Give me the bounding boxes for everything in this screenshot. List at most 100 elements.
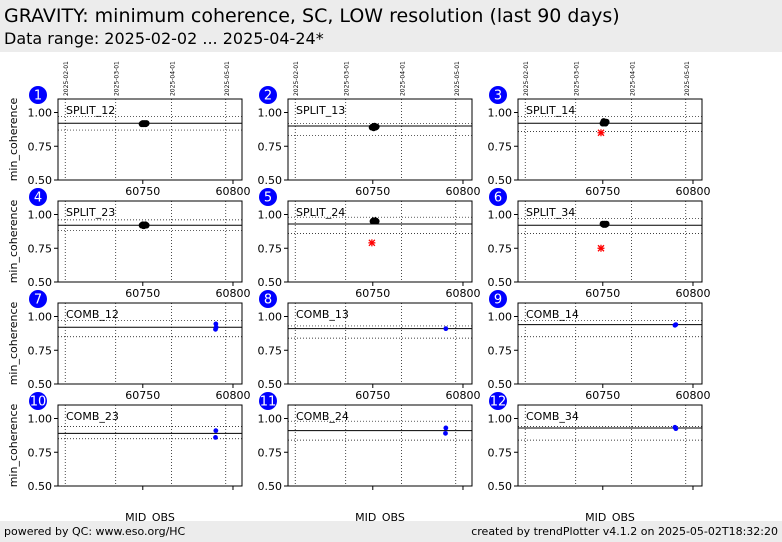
plot-frame: [517, 200, 703, 283]
panel-label: SPLIT_24: [296, 206, 345, 219]
black-data-point: [143, 120, 150, 127]
x-axis-label: MJD_OBS: [125, 511, 175, 524]
date-tick-label: 2025-05-01: [684, 61, 691, 96]
x-tick-label: 60750: [125, 185, 160, 198]
panel-comb-12: 0.50 0.75 1.00 60750 60800 COMB_12 7 min_cohere…: [7, 290, 250, 402]
y-tick-label: 1.00: [258, 107, 283, 120]
y-tick-label: 0.50: [28, 174, 53, 187]
panel-label: COMB_34: [526, 410, 579, 423]
x-tick-label: 60750: [355, 389, 390, 402]
plot-frame: [57, 98, 243, 181]
plot-frame: [287, 200, 473, 283]
y-tick-label: 0.75: [28, 242, 53, 255]
panel-label: COMB_12: [66, 308, 119, 321]
plot-frame: [287, 404, 473, 487]
y-tick-label: 1.00: [28, 311, 53, 324]
y-tick-label: 0.75: [258, 446, 283, 459]
plot-frame: [57, 302, 243, 385]
y-tick-label: 0.50: [488, 480, 513, 493]
y-tick-label: 0.75: [258, 344, 283, 357]
panel-split-14: 2025-02-01 2025-03-01 2025-04-01 2025-05-01…: [488, 61, 711, 198]
y-tick-label: 0.50: [258, 276, 283, 289]
blue-data-point: [213, 326, 218, 332]
panel-number: 8: [264, 293, 272, 308]
x-tick-label: 60750: [585, 389, 620, 402]
blue-data-point: [673, 322, 679, 327]
y-tick-label: 0.50: [28, 276, 53, 289]
date-tick-label: 2025-02-01: [63, 61, 70, 96]
date-tick-label: 2025-03-01: [114, 61, 121, 96]
plot-frame: [287, 98, 473, 181]
y-tick-label: 0.50: [488, 378, 513, 391]
y-tick-label: 0.50: [28, 378, 53, 391]
black-data-point: [373, 123, 380, 130]
panel-number: 10: [30, 395, 47, 410]
y-tick-label: 0.50: [258, 174, 283, 187]
y-tick-label: 1.00: [488, 107, 513, 120]
panel-label: SPLIT_14: [526, 104, 575, 117]
y-axis-label: min_coherence: [7, 199, 20, 283]
date-tick-label: 2025-03-01: [574, 61, 581, 96]
page-title: GRAVITY: minimum coherence, SC, LOW reso…: [4, 5, 620, 27]
panel-comb-23: 0.50 0.75 1.00 COMB_23 10 min_coherence MJD_OB…: [7, 392, 243, 524]
page-subtitle: Data range: 2025-02-02 ... 2025-04-24*: [4, 29, 324, 48]
y-tick-label: 1.00: [488, 209, 513, 222]
blue-data-point: [443, 425, 449, 431]
panel-split-23: 0.50 0.75 1.00 60750 60800 SPLIT_23 4 min_coher…: [7, 188, 250, 300]
date-tick-label: 2025-03-01: [344, 61, 351, 96]
panel-number: 2: [264, 89, 272, 104]
y-tick-label: 0.75: [258, 242, 283, 255]
x-tick-label: 60750: [585, 287, 620, 300]
y-tick-label: 1.00: [488, 413, 513, 426]
panel-number-badge: [259, 188, 277, 206]
date-tick-label: 2025-04-01: [630, 61, 637, 96]
panel-comb-14: 0.50 0.75 1.00 60750 60800 COMB_14 9: [488, 290, 710, 402]
blue-data-point: [443, 430, 448, 436]
panel-number: 1: [34, 89, 42, 104]
panel-number: 7: [34, 293, 42, 308]
plot-frame: [57, 404, 243, 487]
panel-split-34: 0.50 0.75 1.00 60750 60800 SPLIT_34 6: [488, 188, 710, 300]
panel-number: 9: [494, 293, 502, 308]
y-tick-label: 0.50: [28, 480, 53, 493]
y-tick-label: 1.00: [258, 413, 283, 426]
footer-bar: powered by QC: www.eso.org/HC created by…: [0, 521, 782, 542]
red-data-point: [597, 129, 605, 137]
red-data-point: [597, 244, 605, 252]
blue-data-point: [213, 428, 219, 434]
date-tick-label: 2025-02-01: [523, 61, 530, 96]
panel-number-badge: [489, 86, 507, 104]
y-axis-label: min_coherence: [7, 403, 20, 487]
y-tick-label: 0.75: [28, 446, 53, 459]
plot-frame: [517, 404, 703, 487]
y-tick-label: 0.75: [28, 140, 53, 153]
y-axis-label: min_coherence: [7, 97, 20, 181]
y-tick-label: 0.75: [488, 242, 513, 255]
panel-label: COMB_23: [66, 410, 119, 423]
header-bar: GRAVITY: minimum coherence, SC, LOW reso…: [0, 0, 782, 52]
panel-number-badge: [29, 188, 47, 206]
panel-number-badge: [29, 392, 47, 410]
panel-number-badge: [489, 188, 507, 206]
black-data-point: [143, 222, 150, 229]
x-tick-label: 60750: [355, 287, 390, 300]
panel-comb-34: 0.50 0.75 1.00 COMB_34 12 MJD_OBS: [488, 392, 703, 524]
panel-number: 11: [260, 395, 277, 410]
panel-number: 3: [494, 89, 502, 104]
x-tick-label: 60800: [445, 389, 480, 402]
panel-split-24: 0.50 0.75 1.00 60750 60800 SPLIT_24 5: [258, 188, 480, 300]
panel-comb-13: 0.50 0.75 1.00 60750 60800 COMB_13 8: [258, 290, 480, 402]
panel-number-badge: [29, 86, 47, 104]
footer-left: powered by QC: www.eso.org/HC: [4, 525, 186, 538]
date-tick-label: 2025-04-01: [400, 61, 407, 96]
date-tick-label: 2025-04-01: [170, 61, 177, 96]
x-tick-label: 60750: [585, 185, 620, 198]
y-tick-label: 1.00: [28, 413, 53, 426]
x-tick-label: 60750: [125, 287, 160, 300]
plot-frame: [57, 200, 243, 283]
panel-number: 4: [34, 191, 42, 206]
x-tick-label: 60800: [675, 389, 710, 402]
x-axis-label: MJD_OBS: [355, 511, 405, 524]
panel-number: 6: [494, 191, 502, 206]
